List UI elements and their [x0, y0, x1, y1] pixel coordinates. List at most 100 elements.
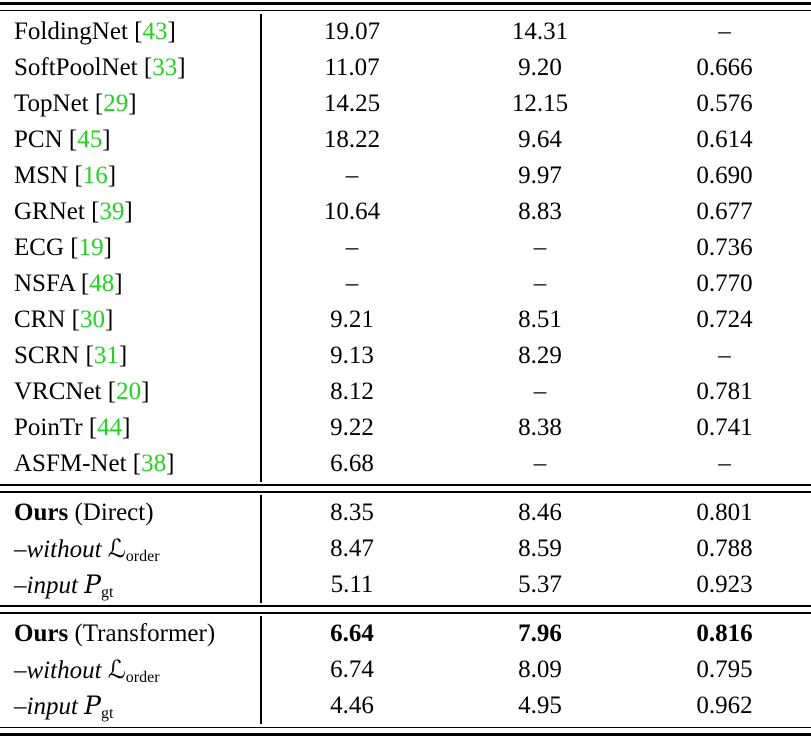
value-cell: 0.816: [696, 620, 753, 647]
citation-link[interactable]: 45: [77, 126, 103, 153]
method-cell: –without ℒorder: [0, 652, 262, 688]
value-cell: –: [345, 162, 359, 189]
method-cell: MSN [16]: [0, 158, 262, 194]
top-rule: [0, 2, 811, 11]
method-cell: –input Pgt: [0, 688, 262, 724]
method-cell: SoftPoolNet [33]: [0, 50, 262, 86]
value-cell: 0.923: [696, 571, 753, 598]
value-cell: 6.68: [330, 450, 374, 477]
value-cell: 8.09: [518, 656, 562, 683]
method-cell: PCN [45]: [0, 122, 262, 158]
value-cell: 8.46: [518, 499, 562, 526]
value-cell: 8.29: [518, 342, 562, 369]
citation-link[interactable]: 39: [99, 198, 125, 225]
method-label-segment: ]: [128, 90, 137, 117]
table-row: CRN [30] 9.21 8.51 0.724: [0, 302, 811, 338]
citation-link[interactable]: 30: [79, 306, 105, 333]
method-label-segment: ASFM-Net [: [14, 450, 142, 477]
value-cell: 8.47: [330, 535, 374, 562]
method-label-segment: ]: [122, 414, 131, 441]
citation-link[interactable]: 20: [116, 378, 142, 405]
method-label-segment: (Direct): [68, 499, 154, 526]
value-cell: 9.97: [518, 162, 562, 189]
value-cell: 12.15: [511, 90, 569, 117]
method-cell: GRNet [39]: [0, 194, 262, 230]
method-label-segment: VRCNet [: [14, 378, 117, 405]
value-cell: 8.83: [518, 198, 562, 225]
citation-link[interactable]: 48: [89, 270, 115, 297]
value-cell: 9.13: [330, 342, 374, 369]
value-cell: 7.96: [518, 620, 562, 647]
section-separator-rule: [0, 484, 811, 493]
value-cell: 8.51: [518, 306, 562, 333]
method-cell: Ours (Transformer): [0, 616, 262, 652]
value-cell: –: [718, 450, 731, 477]
method-label-segment: SCRN [: [14, 342, 94, 369]
value-cell: 4.95: [518, 692, 562, 719]
method-label-segment: –input: [14, 572, 85, 599]
value-cell: 9.22: [330, 414, 374, 441]
citation-link[interactable]: 31: [93, 342, 119, 369]
table-row: TopNet [29] 14.25 12.15 0.576: [0, 86, 811, 122]
value-cell: 0.801: [696, 499, 753, 526]
table-section-2: Ours (Transformer) 6.64 7.96 0.816 –without …: [0, 616, 811, 724]
method-cell: ECG [19]: [0, 230, 262, 266]
method-cell: ASFM-Net [38]: [0, 446, 262, 482]
value-cell: –: [345, 234, 359, 261]
citation-link[interactable]: 29: [103, 90, 129, 117]
value-cell: 0.795: [696, 656, 753, 683]
table-row: MSN [16] – 9.97 0.690: [0, 158, 811, 194]
value-cell: 18.22: [323, 126, 381, 153]
table-row: Ours (Transformer) 6.64 7.96 0.816: [0, 616, 811, 652]
value-cell: 6.74: [330, 656, 374, 683]
table-row: FoldingNet [43] 19.07 14.31 –: [0, 14, 811, 50]
table-section-1: Ours (Direct) 8.35 8.46 0.801 –without ℒorde…: [0, 495, 811, 603]
value-cell: 10.64: [323, 198, 381, 225]
method-label-segment: ]: [104, 306, 114, 333]
method-label-segment: ]: [167, 18, 176, 45]
value-cell: 0.576: [696, 90, 753, 117]
value-cell: –: [718, 18, 731, 45]
value-cell: 0.677: [696, 198, 753, 225]
method-cell: SCRN [31]: [0, 338, 262, 374]
table-row: PoinTr [44] 9.22 8.38 0.741: [0, 410, 811, 446]
table-row: ECG [19] – – 0.736: [0, 230, 811, 266]
method-label-segment: ]: [141, 378, 150, 405]
method-label-segment: NSFA [: [14, 270, 90, 297]
citation-link[interactable]: 19: [78, 234, 104, 261]
method-cell: –without ℒorder: [0, 531, 262, 567]
value-cell: 14.31: [511, 18, 569, 45]
method-label-segment: ]: [124, 198, 133, 225]
method-cell: PoinTr [44]: [0, 410, 262, 446]
method-label-segment: CRN [: [14, 306, 80, 333]
method-label-segment: TopNet [: [14, 90, 104, 117]
table-row: VRCNet [20] 8.12 – 0.781: [0, 374, 811, 410]
value-cell: 9.21: [330, 306, 374, 333]
method-label-segment: gt: [100, 705, 114, 722]
citation-link[interactable]: 16: [82, 162, 108, 189]
value-cell: 9.64: [518, 126, 562, 153]
method-cell: NSFA [48]: [0, 266, 262, 302]
method-label-segment: PCN [: [14, 126, 78, 153]
citation-link[interactable]: 44: [97, 414, 123, 441]
bottom-rule: [0, 727, 811, 736]
value-cell: 5.11: [330, 571, 374, 598]
method-label-segment: ℒ: [107, 534, 126, 563]
method-cell: VRCNet [20]: [0, 374, 262, 410]
citation-link[interactable]: 38: [141, 450, 167, 477]
method-label-segment: SoftPoolNet [: [14, 54, 153, 81]
value-cell: –: [345, 270, 359, 297]
table-row: ASFM-Net [38] 6.68 – –: [0, 446, 811, 482]
value-cell: 0.781: [696, 378, 753, 405]
citation-link[interactable]: 43: [142, 18, 168, 45]
method-label-segment: ECG [: [14, 234, 79, 261]
table-row: SCRN [31] 9.13 8.29 –: [0, 338, 811, 374]
table-row: –input Pgt 5.11 5.37 0.923: [0, 567, 811, 603]
value-cell: –: [533, 378, 547, 405]
table-row: –without ℒorder 8.47 8.59 0.788: [0, 531, 811, 567]
value-cell: –: [533, 234, 547, 261]
citation-link[interactable]: 33: [152, 54, 178, 81]
method-label-segment: ]: [177, 54, 186, 81]
method-label-segment: –without: [14, 657, 108, 684]
method-label-segment: (Transformer): [68, 620, 216, 647]
